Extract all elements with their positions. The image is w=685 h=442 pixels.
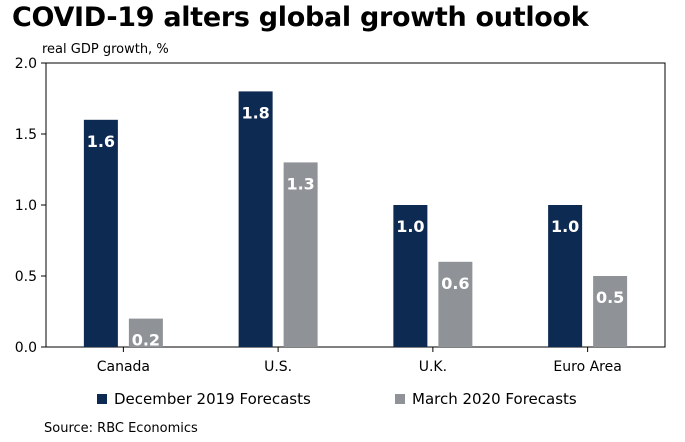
legend-swatch-december xyxy=(97,394,107,404)
bar xyxy=(548,205,583,347)
bar xyxy=(593,276,628,347)
data-label: 1.0 xyxy=(396,217,424,236)
data-label: 1.3 xyxy=(286,174,314,193)
source-note: Source: RBC Economics xyxy=(44,421,198,436)
bar xyxy=(438,261,473,347)
x-tick-label: Canada xyxy=(97,359,150,375)
data-label: 0.5 xyxy=(596,288,624,307)
legend-item-december: December 2019 Forecasts xyxy=(97,390,311,408)
legend-label-march: March 2020 Forecasts xyxy=(412,390,577,408)
bar xyxy=(238,91,273,348)
y-tick-label: 1.0 xyxy=(15,198,37,214)
x-tick-label: U.K. xyxy=(419,359,447,375)
data-label: 1.8 xyxy=(241,103,269,122)
bar xyxy=(128,318,163,347)
bar xyxy=(393,205,428,347)
data-label: 0.2 xyxy=(132,331,160,350)
y-axis-label: real GDP growth, % xyxy=(42,42,169,57)
x-tick-label: Euro Area xyxy=(553,359,621,375)
legend: December 2019 Forecasts March 2020 Forec… xyxy=(0,390,685,410)
data-label: 0.6 xyxy=(441,274,469,293)
data-label: 1.0 xyxy=(551,217,579,236)
x-tick-label: U.S. xyxy=(264,359,292,375)
data-label: 1.6 xyxy=(87,132,115,151)
legend-item-march: March 2020 Forecasts xyxy=(395,390,577,408)
legend-swatch-march xyxy=(395,394,405,404)
bar xyxy=(283,162,318,347)
y-tick-label: 1.5 xyxy=(15,127,37,143)
bar xyxy=(83,119,118,347)
legend-label-december: December 2019 Forecasts xyxy=(114,390,311,408)
chart-title: COVID-19 alters global growth outlook xyxy=(12,2,589,33)
y-tick-label: 0.0 xyxy=(15,340,37,356)
y-tick-label: 0.5 xyxy=(15,269,37,285)
y-tick-label: 2.0 xyxy=(15,56,37,72)
